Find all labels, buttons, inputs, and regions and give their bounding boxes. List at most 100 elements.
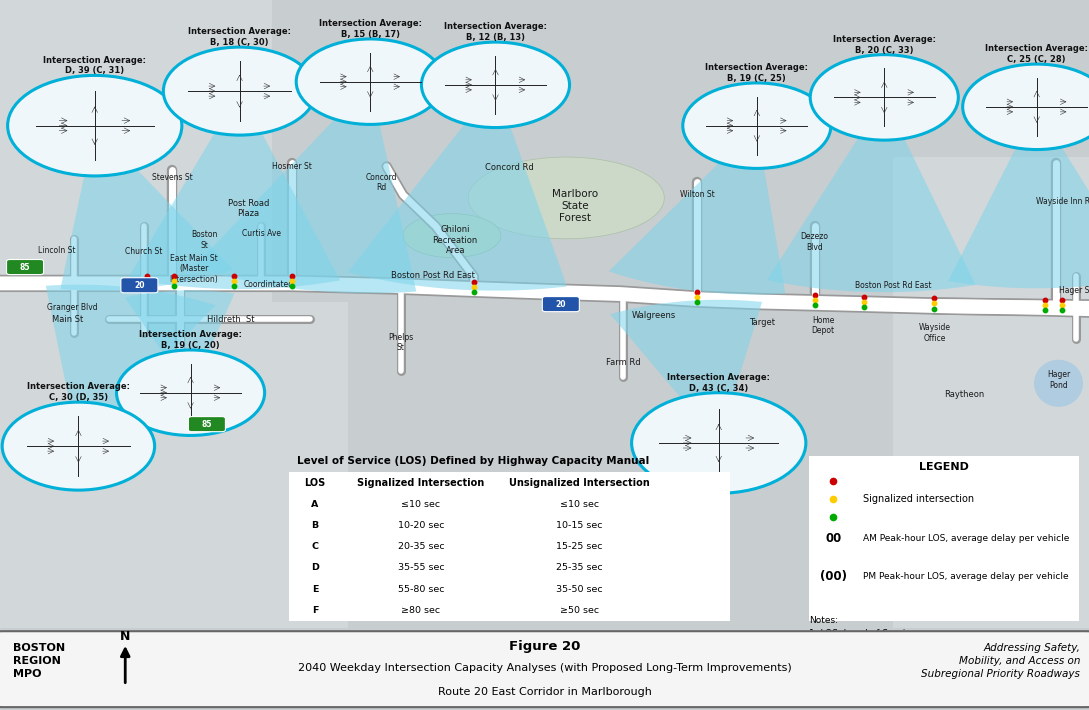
Text: Target: Target <box>749 318 775 327</box>
Text: 2040 Weekday Intersection Capacity Analyses (with Proposed Long-Term Improvement: 2040 Weekday Intersection Capacity Analy… <box>297 662 792 672</box>
Text: Intersection Average:: Intersection Average: <box>706 63 808 72</box>
Ellipse shape <box>403 214 501 258</box>
Text: Concord
Rd: Concord Rd <box>366 173 396 192</box>
Polygon shape <box>194 82 416 293</box>
Text: 85: 85 <box>201 420 212 429</box>
Circle shape <box>810 55 958 140</box>
Text: Intersection Average:: Intersection Average: <box>188 28 291 36</box>
Text: A: A <box>311 500 319 508</box>
Text: Intersection Average:: Intersection Average: <box>986 45 1088 53</box>
Text: B, 15 (B, 17): B, 15 (B, 17) <box>341 30 400 39</box>
Text: Wayside Inn Rd: Wayside Inn Rd <box>1036 197 1089 206</box>
Text: B: B <box>311 521 319 530</box>
Polygon shape <box>0 302 348 628</box>
Polygon shape <box>46 285 216 446</box>
Text: Main St: Main St <box>52 315 83 324</box>
Text: Intersection Average:: Intersection Average: <box>27 383 130 391</box>
Text: Route 20 East Corridor in Marlborough: Route 20 East Corridor in Marlborough <box>438 687 651 697</box>
Text: 00: 00 <box>825 532 842 545</box>
Text: Signalized Intersection: Signalized Intersection <box>357 478 485 488</box>
Text: D, 43 (C, 34): D, 43 (C, 34) <box>689 383 748 393</box>
Circle shape <box>8 75 182 176</box>
Text: Hosmer St: Hosmer St <box>272 162 311 171</box>
Text: ≤10 sec: ≤10 sec <box>402 500 440 508</box>
Circle shape <box>632 393 806 493</box>
Text: LEGEND: LEGEND <box>919 462 969 472</box>
Ellipse shape <box>468 157 664 239</box>
FancyBboxPatch shape <box>121 278 158 293</box>
Polygon shape <box>893 302 1089 628</box>
Text: Hager St: Hager St <box>1060 286 1089 295</box>
Text: Marlboro
State
Forest: Marlboro State Forest <box>552 190 598 223</box>
Text: Lincoln St: Lincoln St <box>38 246 75 255</box>
Text: Notes:
1. LOS: Level of Service
2. Average delay estimated in seconds: Notes: 1. LOS: Level of Service 2. Avera… <box>809 616 986 650</box>
Circle shape <box>117 350 265 435</box>
FancyBboxPatch shape <box>188 417 225 432</box>
Text: Home
Depot: Home Depot <box>811 316 835 335</box>
Circle shape <box>963 64 1089 150</box>
Text: D: D <box>311 564 319 572</box>
Text: C, 30 (D, 35): C, 30 (D, 35) <box>49 393 108 402</box>
Text: F: F <box>311 606 318 615</box>
Ellipse shape <box>1035 360 1084 407</box>
Polygon shape <box>0 0 272 302</box>
Polygon shape <box>60 126 233 290</box>
Text: E: E <box>311 585 318 594</box>
Text: 15-25 sec: 15-25 sec <box>556 542 603 551</box>
Text: B, 19 (C, 20): B, 19 (C, 20) <box>161 341 220 350</box>
Polygon shape <box>347 84 567 290</box>
Polygon shape <box>893 157 1089 302</box>
Text: Boston Post Rd East: Boston Post Rd East <box>391 271 476 280</box>
Text: Ghiloni
Recreation
Area: Ghiloni Recreation Area <box>432 225 478 255</box>
Text: 35-50 sec: 35-50 sec <box>556 585 603 594</box>
Text: PM Peak-hour LOS, average delay per vehicle: PM Peak-hour LOS, average delay per vehi… <box>864 572 1068 581</box>
Text: Intersection Average:: Intersection Average: <box>668 373 770 382</box>
Circle shape <box>683 83 831 168</box>
Polygon shape <box>609 126 785 295</box>
Text: Intersection Average:: Intersection Average: <box>139 330 242 339</box>
Circle shape <box>2 402 155 490</box>
Text: East Main St
(Master
Intersection): East Main St (Master Intersection) <box>170 254 218 284</box>
Text: Curtis Ave: Curtis Ave <box>242 229 281 239</box>
Text: Hildreth  St: Hildreth St <box>207 315 255 324</box>
Text: 25-35 sec: 25-35 sec <box>556 564 603 572</box>
Circle shape <box>421 42 570 128</box>
Text: Intersection Average:: Intersection Average: <box>833 35 935 44</box>
Text: Boston
St: Boston St <box>192 230 218 250</box>
Text: Concord Rd: Concord Rd <box>486 163 534 172</box>
Text: ≥80 sec: ≥80 sec <box>402 606 440 615</box>
Text: B, 20 (C, 33): B, 20 (C, 33) <box>855 45 914 55</box>
Text: Signalized intersection: Signalized intersection <box>864 494 975 504</box>
Text: Unsignalized Intersection: Unsignalized Intersection <box>510 478 650 488</box>
Text: Hager
Pond: Hager Pond <box>1047 371 1070 390</box>
Polygon shape <box>767 97 976 293</box>
Text: Dezezo
Blvd: Dezezo Blvd <box>800 232 829 251</box>
Polygon shape <box>949 106 1089 288</box>
Circle shape <box>296 39 444 124</box>
Text: 35-55 sec: 35-55 sec <box>397 564 444 572</box>
Text: Wilton St: Wilton St <box>680 190 714 200</box>
Text: Church St: Church St <box>125 247 162 256</box>
Text: Wayside
Office: Wayside Office <box>918 323 951 343</box>
Text: 55-80 sec: 55-80 sec <box>397 585 444 594</box>
FancyBboxPatch shape <box>807 454 1081 623</box>
Text: Level of Service (LOS) Defined by Highway Capacity Manual: Level of Service (LOS) Defined by Highwa… <box>297 457 650 466</box>
Text: LOS: LOS <box>305 478 326 488</box>
Text: 85: 85 <box>20 263 30 271</box>
Text: Phelps
St: Phelps St <box>388 333 414 352</box>
Text: 20: 20 <box>134 280 145 290</box>
Text: Intersection Average:: Intersection Average: <box>319 19 421 28</box>
Text: B, 18 (C, 30): B, 18 (C, 30) <box>210 38 269 47</box>
Text: (00): (00) <box>820 570 847 583</box>
Text: Granger Blvd: Granger Blvd <box>47 303 97 312</box>
FancyBboxPatch shape <box>0 631 1089 707</box>
Text: ≥50 sec: ≥50 sec <box>560 606 599 615</box>
Text: Raytheon: Raytheon <box>944 390 983 399</box>
Text: Intersection Average:: Intersection Average: <box>44 55 146 65</box>
FancyBboxPatch shape <box>284 471 734 623</box>
Text: 10-15 sec: 10-15 sec <box>556 521 603 530</box>
Circle shape <box>163 47 316 135</box>
Text: BOSTON
REGION
MPO: BOSTON REGION MPO <box>13 643 65 679</box>
Text: 20: 20 <box>555 300 566 309</box>
Polygon shape <box>129 91 340 289</box>
